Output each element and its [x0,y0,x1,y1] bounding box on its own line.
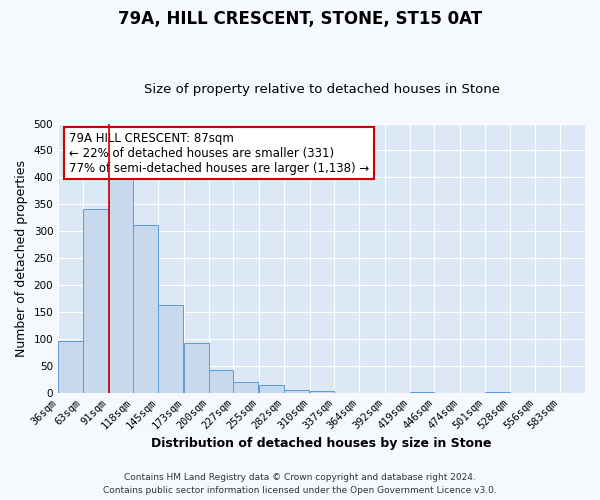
Bar [233,382,258,393]
X-axis label: Distribution of detached houses by size in Stone: Distribution of detached houses by size … [151,437,492,450]
Bar [109,172,133,393]
Y-axis label: Number of detached properties: Number of detached properties [15,160,28,357]
Bar [83,209,108,393]
Bar [259,386,284,393]
Text: 79A, HILL CRESCENT, STONE, ST15 0AT: 79A, HILL CRESCENT, STONE, ST15 0AT [118,10,482,28]
Title: Size of property relative to detached houses in Stone: Size of property relative to detached ho… [143,83,500,96]
Bar [184,343,209,393]
Bar [58,340,83,393]
Bar [209,370,233,393]
Text: Contains HM Land Registry data © Crown copyright and database right 2024.
Contai: Contains HM Land Registry data © Crown c… [103,474,497,495]
Bar [133,226,158,393]
Bar [158,305,183,393]
Text: 79A HILL CRESCENT: 87sqm
← 22% of detached houses are smaller (331)
77% of semi-: 79A HILL CRESCENT: 87sqm ← 22% of detach… [69,132,369,174]
Bar [485,392,510,393]
Bar [310,392,334,393]
Bar [410,392,434,393]
Bar [284,390,309,393]
